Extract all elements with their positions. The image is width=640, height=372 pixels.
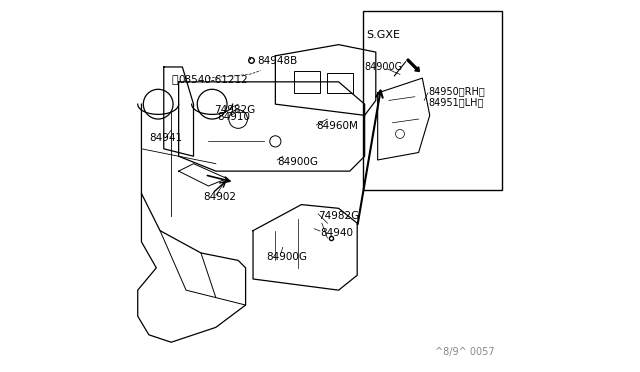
Text: 84940: 84940 (320, 228, 353, 237)
Text: 74982G: 74982G (214, 105, 255, 115)
Text: 84900G: 84900G (277, 157, 318, 167)
Text: 84902: 84902 (203, 192, 236, 202)
Text: ^8/9^ 0057: ^8/9^ 0057 (435, 347, 495, 357)
Bar (328, 73, 353, 93)
Text: 84900G: 84900G (266, 252, 307, 262)
Text: 84900G: 84900G (365, 62, 403, 72)
Text: 84948B: 84948B (257, 57, 297, 66)
Text: 84951〈LH〉: 84951〈LH〉 (428, 97, 483, 107)
Text: 84941: 84941 (149, 133, 182, 142)
Bar (363, 11, 502, 190)
Text: 08540-61212: 08540-61212 (179, 75, 248, 85)
Text: 84910: 84910 (218, 112, 251, 122)
Text: S.GXE: S.GXE (367, 30, 401, 40)
Text: Ⓢ: Ⓢ (172, 75, 178, 85)
Text: 74982G: 74982G (318, 211, 360, 221)
Bar (294, 71, 320, 93)
Text: 84960M: 84960M (316, 122, 358, 131)
FancyArrow shape (407, 59, 419, 71)
Text: 84950〈RH〉: 84950〈RH〉 (428, 86, 484, 96)
